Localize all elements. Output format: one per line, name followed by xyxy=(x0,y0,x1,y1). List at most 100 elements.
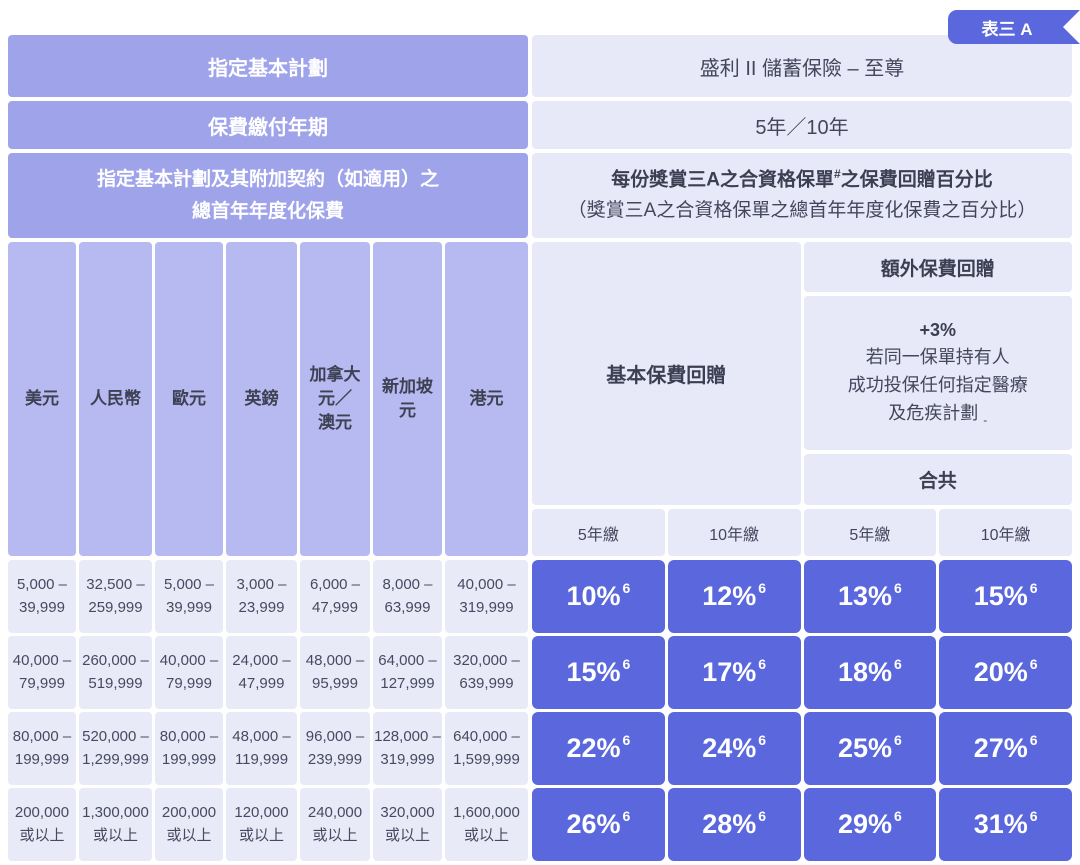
currency-header-cad-aud: 加拿大 元／ 澳元 xyxy=(300,242,370,556)
premium-range-cell: 320,000 或以上 xyxy=(373,788,442,861)
premium-range-cell: 640,000 – 1,599,999 xyxy=(445,712,528,785)
rebate-percent-grid: 10% 6 12% 6 13% 6 15% 6 15% 6 17% 6 18% 6 20% 6 … xyxy=(532,560,1072,861)
percent-value: 18% xyxy=(837,657,892,687)
plan-row: 指定基本計劃 盛利 II 儲蓄保險 – 至尊 xyxy=(8,35,1072,97)
rebate-percent-cell: 10% 6 xyxy=(532,560,665,633)
rebate-percent-cell: 15% 6 xyxy=(532,636,665,709)
currency-header-gbp: 英鎊 xyxy=(226,242,297,556)
rebate-percent-cell: 26% 6 xyxy=(532,788,665,861)
premium-range-grid: 5,000 – 39,999 32,500 – 259,999 5,000 – … xyxy=(8,560,528,861)
extra-rebate-condition-text: 若同一保單持有人 成功投保任何指定醫療 及危疾計劃 xyxy=(847,347,1028,424)
extra-rebate-percent: +3% xyxy=(919,319,957,340)
total-rebate-header: 合共 xyxy=(803,454,1072,505)
rebate-percent-cell: 29% 6 xyxy=(803,788,937,861)
premium-range-cell: 96,000 – 239,999 xyxy=(300,712,370,785)
percent-footnote: 6 xyxy=(622,731,631,748)
percent-footnote: 6 xyxy=(1029,731,1038,748)
rebate-title-footnote: # xyxy=(834,166,841,181)
premium-range-cell: 260,000 – 519,999 xyxy=(79,636,152,709)
percent-value: 28% xyxy=(702,809,757,839)
percent-footnote: 6 xyxy=(894,731,902,748)
percent-footnote: 6 xyxy=(622,579,631,596)
premium-range-cell: 240,000 或以上 xyxy=(300,788,370,861)
annualized-premium-row: 指定基本計劃及其附加契約（如適用）之 總首年年度化保費 每份獎賞三A之合資格保單… xyxy=(8,153,1072,238)
percent-footnote: 6 xyxy=(758,807,767,824)
premium-range-cell: 320,000 – 639,999 xyxy=(445,636,528,709)
rebate-title: 每份獎賞三A之合資格保單#之保費回贈百分比 xyxy=(611,165,992,196)
premium-range-cell: 40,000 – 79,999 xyxy=(155,636,223,709)
percent-footnote: 6 xyxy=(894,655,902,672)
header-band: 美元 人民幣 歐元 英鎊 加拿大 元／ 澳元 新加坡 元 港元 基本保費回贈 額… xyxy=(8,242,1072,556)
designated-basic-plan-value: 盛利 II 儲蓄保險 – 至尊 xyxy=(532,35,1072,97)
rebate-percent-cell: 13% 6 xyxy=(803,560,937,633)
percent-value: 15% xyxy=(566,657,621,687)
percent-value: 31% xyxy=(973,809,1028,839)
premium-range-cell: 520,000 – 1,299,999 xyxy=(79,712,152,785)
currency-header-hkd: 港元 xyxy=(445,242,528,556)
percent-value: 12% xyxy=(702,581,757,611)
designated-basic-plan-label: 指定基本計劃 xyxy=(8,35,528,97)
rebate-percent-cell: 12% 6 xyxy=(667,560,801,633)
premium-range-cell: 200,000 或以上 xyxy=(155,788,223,861)
rebate-header-group: 基本保費回贈 額外保費回贈 +3% 若同一保單持有人 成功投保任何指定醫療 及危… xyxy=(532,242,1072,556)
currency-header-usd: 美元 xyxy=(8,242,76,556)
pay-term-header-total-5yr: 5年繳 xyxy=(803,509,937,556)
rebate-percent-cell: 25% 6 xyxy=(803,712,937,785)
premium-range-cell: 80,000 – 199,999 xyxy=(155,712,223,785)
premium-range-cell: 80,000 – 199,999 xyxy=(8,712,76,785)
rebate-percent-cell: 28% 6 xyxy=(667,788,801,861)
rebate-title-pre: 每份獎賞三A之合資格保單 xyxy=(611,169,835,191)
premium-range-cell: 5,000 – 39,999 xyxy=(155,560,223,633)
currency-header-sgd: 新加坡 元 xyxy=(373,242,442,556)
currency-header-rmb: 人民幣 xyxy=(79,242,152,556)
extra-rebate-header: 額外保費回贈 xyxy=(803,242,1072,292)
extra-rebate-condition: 若同一保單持有人 成功投保任何指定醫療 及危疾計劃 - xyxy=(848,344,1028,429)
premium-range-cell: 5,000 – 39,999 xyxy=(8,560,76,633)
percent-value: 20% xyxy=(973,657,1028,687)
rebate-percent-cell: 18% 6 xyxy=(803,636,937,709)
data-rows: 5,000 – 39,999 32,500 – 259,999 5,000 – … xyxy=(8,560,1072,861)
percent-value: 17% xyxy=(702,657,757,687)
rebate-percent-cell: 20% 6 xyxy=(939,636,1072,709)
premium-payment-term-value: 5年／10年 xyxy=(532,101,1072,149)
percent-footnote: 6 xyxy=(758,579,767,596)
percent-footnote: 6 xyxy=(1029,655,1038,672)
percent-value: 29% xyxy=(837,809,892,839)
premium-range-cell: 48,000 – 95,999 xyxy=(300,636,370,709)
rebate-percent-cell: 22% 6 xyxy=(532,712,665,785)
premium-range-cell: 1,300,000 或以上 xyxy=(79,788,152,861)
rebate-percent-cell: 17% 6 xyxy=(667,636,801,709)
percent-value: 24% xyxy=(702,733,757,763)
payment-term-row: 保費繳付年期 5年／10年 xyxy=(8,101,1072,149)
premium-range-cell: 64,000 – 127,999 xyxy=(373,636,442,709)
percent-footnote: 6 xyxy=(622,807,631,824)
percent-footnote: 6 xyxy=(758,655,767,672)
premium-range-cell: 3,000 – 23,999 xyxy=(226,560,297,633)
premium-range-cell: 1,600,000 或以上 xyxy=(445,788,528,861)
pay-term-header-basic-5yr: 5年繳 xyxy=(532,509,665,556)
rebate-percentage-header: 每份獎賞三A之合資格保單#之保費回贈百分比 （獎賞三A之合資格保單之總首年年度化… xyxy=(532,153,1072,238)
premium-range-cell: 120,000 或以上 xyxy=(226,788,297,861)
premium-rebate-table: 指定基本計劃 盛利 II 儲蓄保險 – 至尊 保費繳付年期 5年／10年 指定基… xyxy=(8,35,1072,861)
percent-footnote: 6 xyxy=(1029,579,1038,596)
premium-range-cell: 200,000 或以上 xyxy=(8,788,76,861)
percent-footnote: 6 xyxy=(894,807,902,824)
premium-range-cell: 8,000 – 63,999 xyxy=(373,560,442,633)
rebate-percent-cell: 24% 6 xyxy=(667,712,801,785)
premium-range-cell: 40,000 – 79,999 xyxy=(8,636,76,709)
percent-footnote: 6 xyxy=(758,731,767,748)
percent-footnote: 6 xyxy=(894,579,902,596)
percent-value: 13% xyxy=(837,581,892,611)
rebate-percent-cell: 27% 6 xyxy=(939,712,1072,785)
percent-footnote: 6 xyxy=(1029,807,1038,824)
premium-range-cell: 48,000 – 119,999 xyxy=(226,712,297,785)
percent-value: 25% xyxy=(837,733,892,763)
premium-range-cell: 24,000 – 47,999 xyxy=(226,636,297,709)
pay-term-header-basic-10yr: 10年繳 xyxy=(667,509,801,556)
currency-header-eur: 歐元 xyxy=(155,242,223,556)
percent-value: 26% xyxy=(566,809,621,839)
premium-range-cell: 32,500 – 259,999 xyxy=(79,560,152,633)
total-first-year-premium-label: 指定基本計劃及其附加契約（如適用）之 總首年年度化保費 xyxy=(8,153,528,238)
percent-value: 22% xyxy=(566,733,621,763)
percent-value: 10% xyxy=(566,581,621,611)
